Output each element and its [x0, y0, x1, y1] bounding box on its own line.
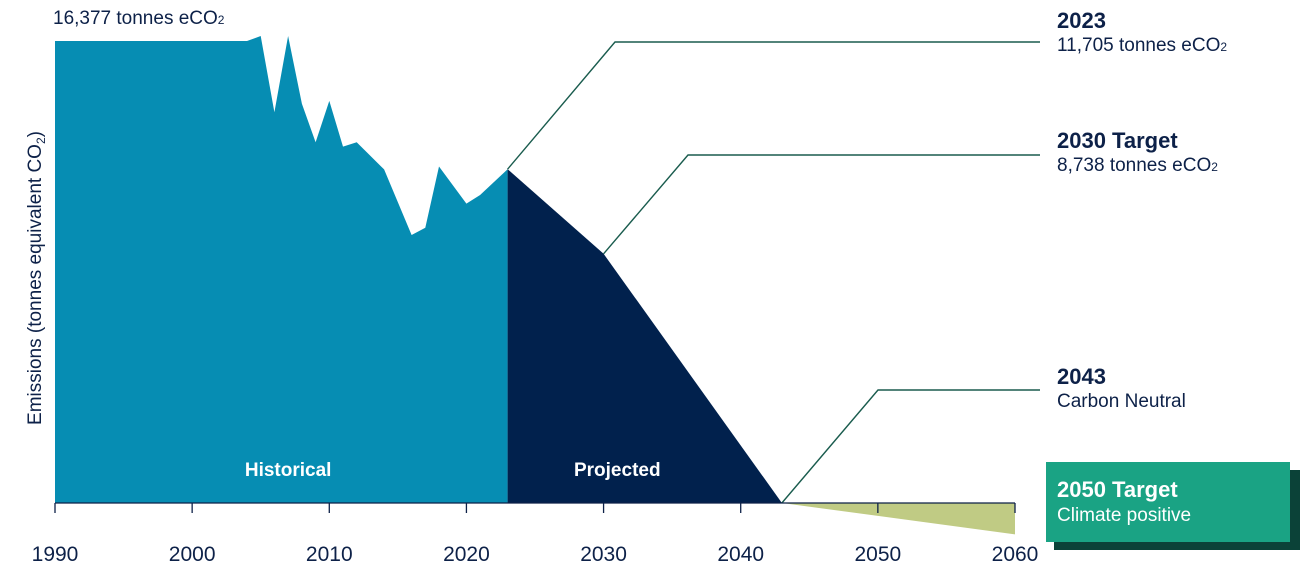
x-tick-label: 1990 — [32, 543, 79, 566]
projected-area — [507, 169, 782, 503]
target-text: Climate positive — [1057, 505, 1192, 526]
climate-positive-area — [781, 503, 1015, 535]
x-tick-label: 2060 — [992, 543, 1039, 566]
x-tick-label: 2040 — [717, 543, 764, 566]
x-tick-label: 2030 — [580, 543, 627, 566]
area-labels: Historical Projected — [245, 460, 661, 481]
x-tick-label: 2050 — [854, 543, 901, 566]
annotation-year: 2023 — [1057, 8, 1106, 33]
y-axis-label: Emissions (tonnes equivalent CO2) — [25, 131, 48, 425]
annotation-text: 8,738 tonnes eCO2 — [1057, 155, 1218, 176]
target-2050-box: 2050 Target Climate positive — [1046, 462, 1290, 542]
historical-label: Historical — [245, 460, 332, 481]
area-layer — [55, 36, 1015, 535]
annotation-2043: 2043 Carbon Neutral — [1057, 364, 1186, 414]
historical-area — [55, 36, 508, 503]
annotation-year: 2043 — [1057, 364, 1106, 389]
annotation-year: 2030 Target — [1057, 128, 1178, 153]
annotation-text: 11,705 tonnes eCO2 — [1057, 35, 1228, 56]
leader-line-2023 — [507, 41, 1040, 170]
annotation-2030-target: 2030 Target 8,738 tonnes eCO2 — [1057, 128, 1218, 179]
x-tick-label: 2000 — [169, 543, 216, 566]
x-tick-label: 2020 — [443, 543, 490, 566]
x-tick-label: 2010 — [306, 543, 353, 566]
leader-lines — [507, 41, 1040, 504]
annotation-2023: 2023 11,705 tonnes eCO2 — [1057, 8, 1227, 59]
projected-label: Projected — [574, 460, 661, 481]
peak-emissions-label: 16,377 tonnes eCO2 — [53, 8, 225, 29]
target-year: 2050 Target — [1057, 477, 1178, 502]
x-axis: 1990 2000 2010 2020 2030 2040 2050 2060 — [32, 502, 1039, 566]
leader-line-2030 — [603, 154, 1040, 255]
leader-line-2043 — [781, 389, 1040, 504]
annotation-text: Carbon Neutral — [1057, 391, 1186, 412]
